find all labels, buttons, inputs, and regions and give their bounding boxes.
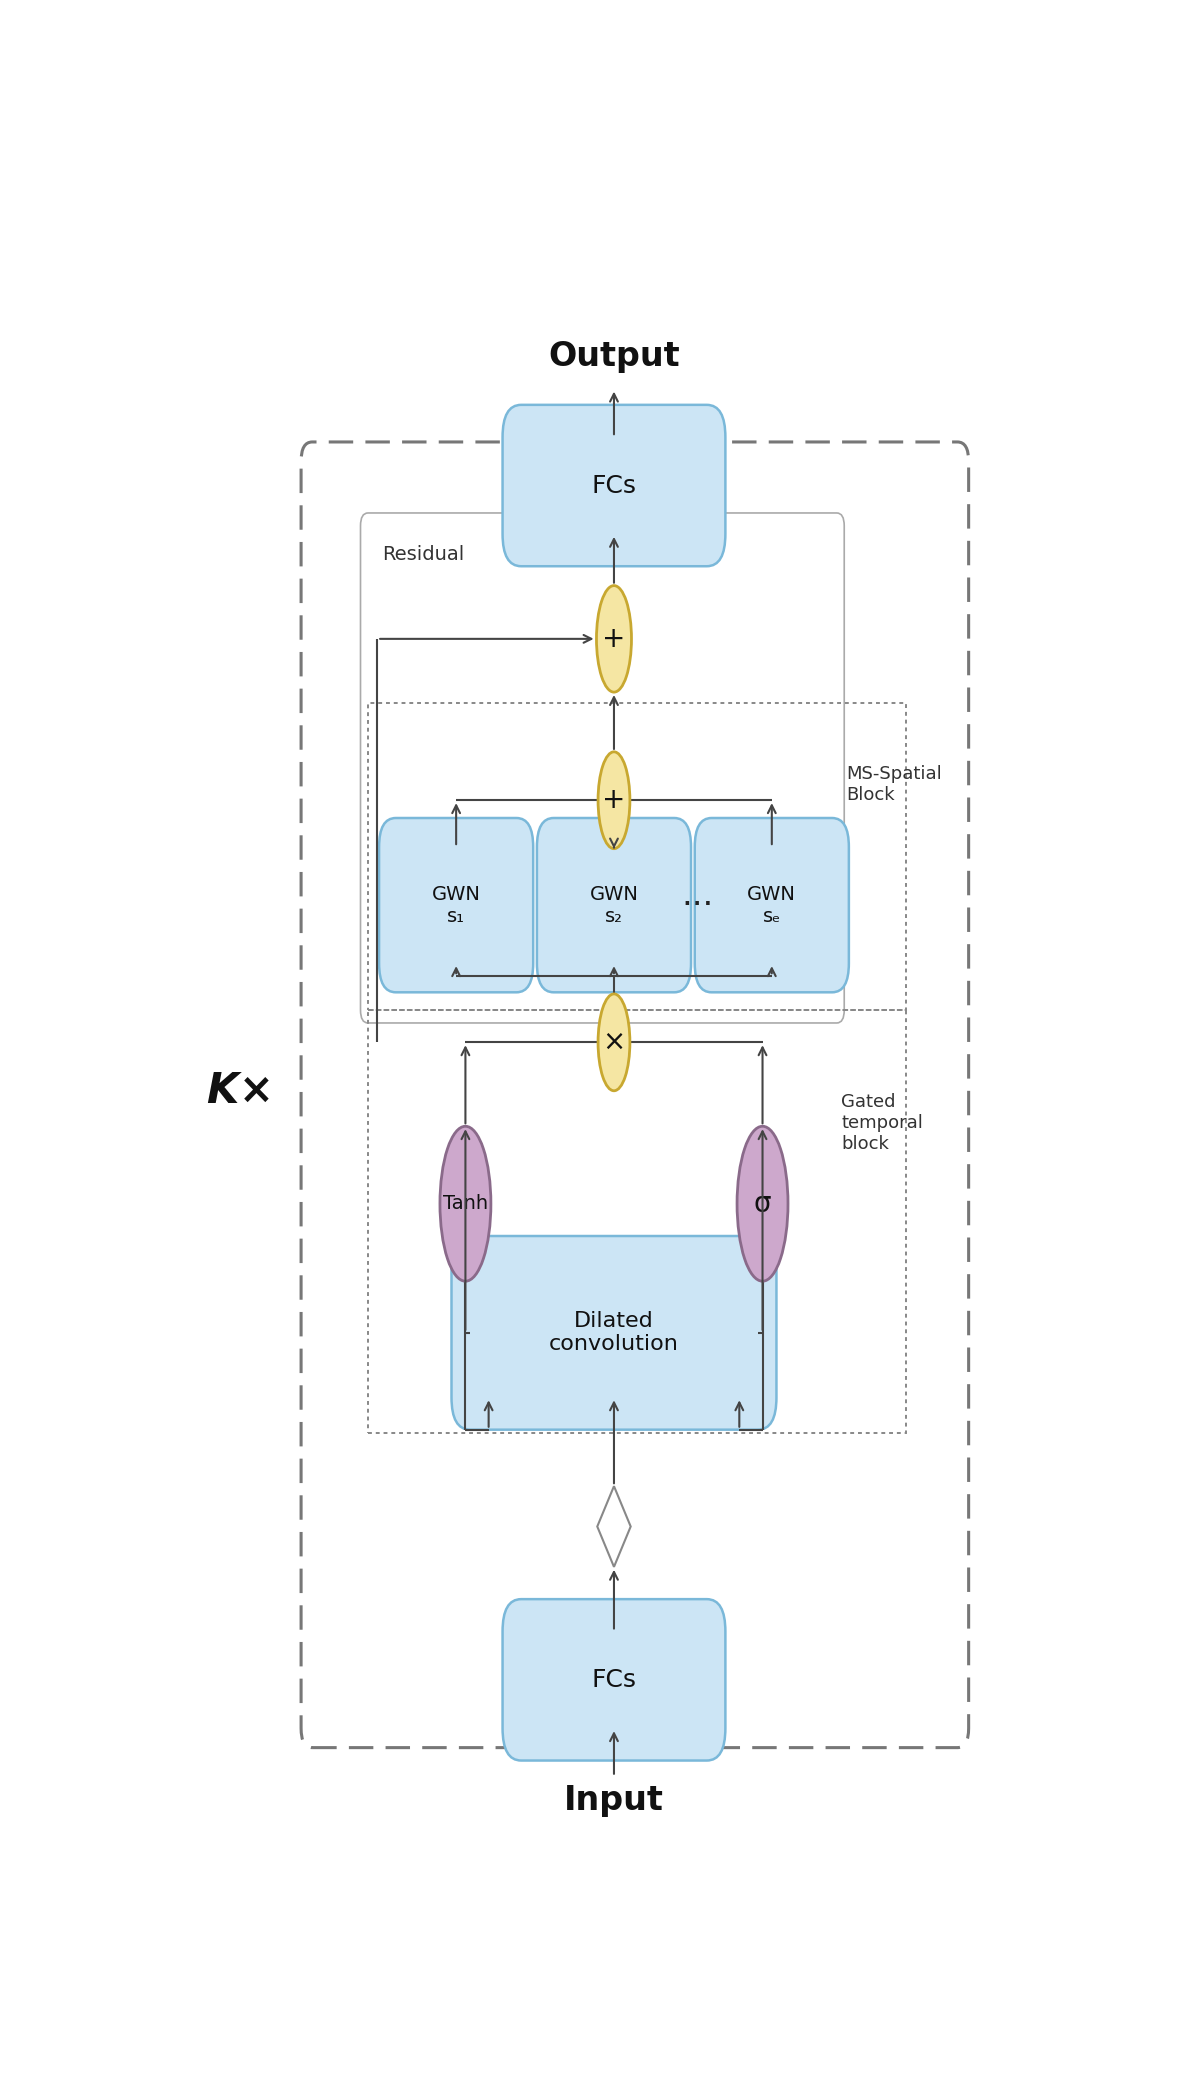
Text: Tanh: Tanh [443,1195,488,1214]
Text: GWN
sₑ: GWN sₑ [748,885,797,926]
Text: $\boldsymbol{K}\boldsymbol{\times}$: $\boldsymbol{K}\boldsymbol{\times}$ [206,1069,270,1111]
FancyBboxPatch shape [537,817,691,991]
FancyBboxPatch shape [503,405,726,566]
Text: Residual: Residual [382,545,464,564]
Text: GWN
s₂: GWN s₂ [589,885,639,926]
Ellipse shape [597,585,631,692]
Text: ×: × [603,1029,625,1056]
Text: FCs: FCs [592,474,636,497]
Text: GWN
s₁: GWN s₁ [431,885,480,926]
Text: Dilated
convolution: Dilated convolution [549,1312,679,1354]
Ellipse shape [737,1126,788,1281]
Text: +: + [603,786,625,813]
FancyBboxPatch shape [452,1237,776,1429]
Polygon shape [598,1486,630,1568]
Text: σ: σ [754,1191,772,1218]
Text: Input: Input [564,1784,664,1817]
Text: +: + [603,625,625,652]
FancyBboxPatch shape [695,817,849,991]
Ellipse shape [440,1126,491,1281]
FancyBboxPatch shape [379,817,533,991]
Ellipse shape [598,752,630,849]
Text: Output: Output [549,340,679,373]
Text: Gated
temporal
block: Gated temporal block [841,1094,924,1153]
Text: MS-Spatial
Block: MS-Spatial Block [846,765,942,803]
FancyBboxPatch shape [503,1599,726,1761]
Text: ···: ··· [682,889,714,922]
Text: FCs: FCs [592,1668,636,1691]
Ellipse shape [598,994,630,1090]
